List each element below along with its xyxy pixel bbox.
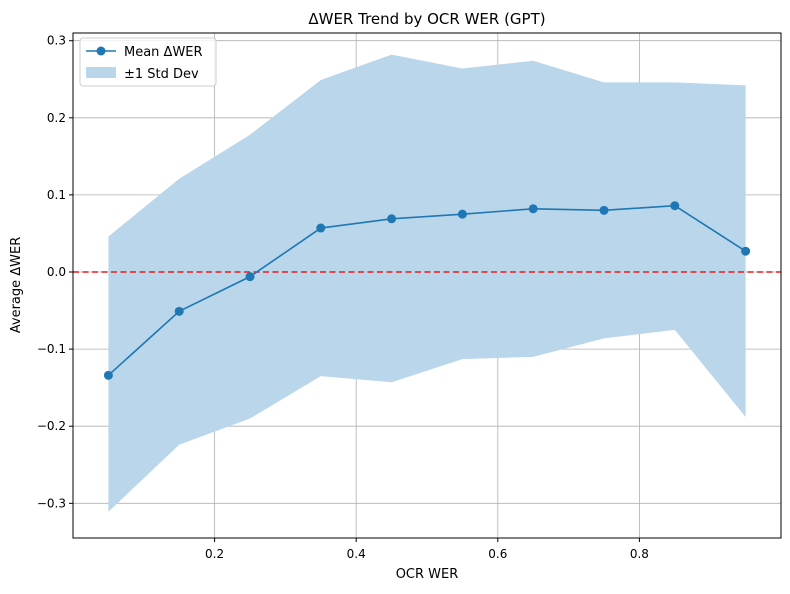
- x-tick-label: 0.6: [488, 547, 507, 561]
- y-tick-label: −0.3: [37, 496, 66, 510]
- mean-series-layer: [103, 201, 751, 380]
- y-tick-label: 0.2: [47, 111, 66, 125]
- mean-data-point: [457, 209, 467, 219]
- mean-series-line: [107, 204, 747, 376]
- legend-mean-marker-swatch: [96, 46, 106, 56]
- legend-std-label: ±1 Std Dev: [124, 67, 199, 82]
- legend-mean-label: Mean ΔWER: [124, 45, 203, 60]
- y-tick-label: −0.2: [37, 419, 66, 433]
- mean-data-point: [245, 272, 255, 282]
- mean-data-point: [316, 223, 326, 233]
- legend: Mean ΔWER ±1 Std Dev: [79, 37, 217, 87]
- x-tick-label: 0.8: [630, 547, 649, 561]
- x-axis-label: OCR WER: [396, 567, 459, 582]
- mean-data-point: [599, 205, 609, 215]
- y-tick-label: −0.1: [37, 342, 66, 356]
- chart-title: ΔWER Trend by OCR WER (GPT): [308, 10, 545, 28]
- y-tick-label: 0.0: [47, 265, 66, 279]
- mean-data-point: [741, 246, 751, 256]
- std-dev-band-layer: [108, 54, 746, 512]
- mean-data-point: [528, 204, 538, 214]
- legend-std-band-swatch: [86, 67, 116, 78]
- x-tick-label: 0.2: [205, 547, 224, 561]
- y-axis-ticks: −0.3 −0.2 −0.1 0.0 0.1 0.2 0.3: [37, 34, 73, 510]
- y-tick-label: 0.1: [47, 188, 66, 202]
- x-tick-label: 0.4: [347, 547, 366, 561]
- y-axis-label: Average ΔWER: [9, 237, 24, 334]
- mean-data-point: [387, 214, 397, 224]
- std-dev-band: [108, 54, 746, 512]
- mean-data-point: [670, 201, 680, 211]
- plot-frame: [72, 32, 782, 539]
- axes-frame: [72, 32, 782, 539]
- y-tick-label: 0.3: [47, 34, 66, 48]
- mean-data-point: [174, 306, 184, 316]
- mean-data-point: [103, 370, 113, 380]
- x-axis-ticks: 0.2 0.4 0.6 0.8: [205, 538, 649, 561]
